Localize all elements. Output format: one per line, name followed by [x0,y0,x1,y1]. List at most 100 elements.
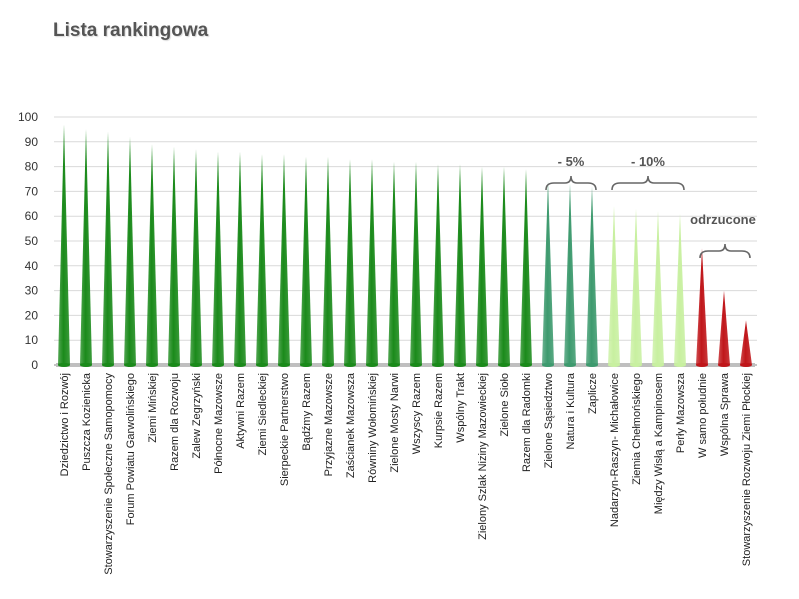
annotation-label: - 10% [631,154,665,169]
category-label: Zielone Mosty Narwi [389,373,401,473]
category-label: Równiny Wołomińskiej [367,373,379,483]
bar [234,151,246,365]
bar [608,206,620,365]
bar-base [366,363,378,367]
bar-base [102,363,114,367]
category-label: Perły Mazowsza [675,372,687,453]
category-label: W samo południe [697,373,709,458]
category-label: Zielone Sioło [499,373,511,437]
bar-base [608,363,620,367]
category-label: Ziemia Chełmońskiego [631,373,643,485]
y-tick-label: 80 [25,160,39,174]
bar-base [498,363,510,367]
bar-base [652,363,664,367]
bar [190,149,202,365]
bar-base [674,363,686,367]
category-label: Kurpsie Razem [433,373,445,448]
bar-base [146,363,158,367]
annotation-brace [545,175,597,191]
bar-base [476,363,488,367]
bar-base [432,363,444,367]
category-label: Zielone Sąsiedztwo [543,373,555,468]
category-label: Zaplicze [587,373,599,414]
bar-base [234,363,246,367]
annotation-label: odrzucone [690,212,756,227]
bar-base [564,363,576,367]
bar [432,164,444,365]
bar-base [586,363,598,367]
category-label: Razem dla Rozwoju [169,373,181,471]
category-label: Puszcza Kozienicka [81,372,93,471]
bar-base [168,363,180,367]
chart-title: Lista rankingowa [53,20,209,41]
bar-base [190,363,202,367]
bar [740,320,752,365]
bar [124,136,136,365]
bars [58,124,752,367]
category-label: Stowarzyszenie Rozwoju Ziemi Płockiej [741,373,753,566]
category-label: Wspólna Sprawa [719,372,731,456]
bar [58,124,70,365]
category-label: Wszyscy Razem [411,373,423,454]
y-tick-label: 30 [25,284,39,298]
category-label: Między Wisłą a Kampinosem [653,373,665,514]
y-tick-label: 70 [25,184,39,198]
bar [564,183,576,365]
category-label: Forum Powiatu Garwolińskiego [125,373,137,525]
bar [278,154,290,365]
bar [476,166,488,365]
bar [498,166,510,365]
category-label: Stowarzyszenie Społeczne Samopomocy [103,373,115,575]
y-tick-label: 20 [25,308,39,322]
bar [300,156,312,365]
bar-base [542,363,554,367]
bar [542,181,554,365]
axes: 0 10 20 30 40 50 60 70 80 90 100 [18,110,755,372]
bar-base [454,363,466,367]
bar [520,169,532,365]
bar [388,161,400,365]
category-label: Bądźmy Razem [301,373,313,451]
bar-base [630,363,642,367]
category-label: Ziemi Mińskiej [147,373,159,443]
bar-base [322,363,334,367]
bar-base [58,363,70,367]
bar [410,161,422,365]
bar-base [696,363,708,367]
category-label: Dziedzictwo i Rozwój [59,373,71,476]
bar [146,144,158,365]
y-tick-label: 60 [25,209,39,223]
category-label: Natura i Kultura [565,372,577,449]
bar-base [388,363,400,367]
chart-floor [56,363,755,367]
bar [168,146,180,365]
bar [322,156,334,365]
bar-base [278,363,290,367]
category-label: Przyjazne Mazowsze [323,373,335,476]
bar-base [410,363,422,367]
bar [454,164,466,365]
bar [212,151,224,365]
bar-base [520,363,532,367]
bar [80,129,92,365]
category-label: Wspólny Trakt [455,373,467,443]
annotations: - 5% - 10% odrzucone [545,154,756,259]
category-label: Zielony Szlak Niziny Mazowieckiej [477,373,489,540]
y-tick-label: 90 [25,135,39,149]
bar [718,290,730,365]
category-label: Ziemi Siedleckiej [257,373,269,456]
category-label: Północne Mazowsze [213,373,225,474]
category-label: Nadarzyn-Raszyn- Michałowice [609,373,621,527]
bar [256,154,268,365]
category-label: Razem dla Radomki [521,373,533,472]
bar-base [300,363,312,367]
annotation-label: - 5% [558,154,585,169]
category-label: Zaścianek Mazowsza [345,372,357,478]
annotation-brace [699,243,751,259]
y-tick-label: 100 [18,110,38,124]
bar-base [718,363,730,367]
bar [696,248,708,365]
bar [344,159,356,365]
category-label: Sierpeckie Partnerstwo [279,373,291,486]
